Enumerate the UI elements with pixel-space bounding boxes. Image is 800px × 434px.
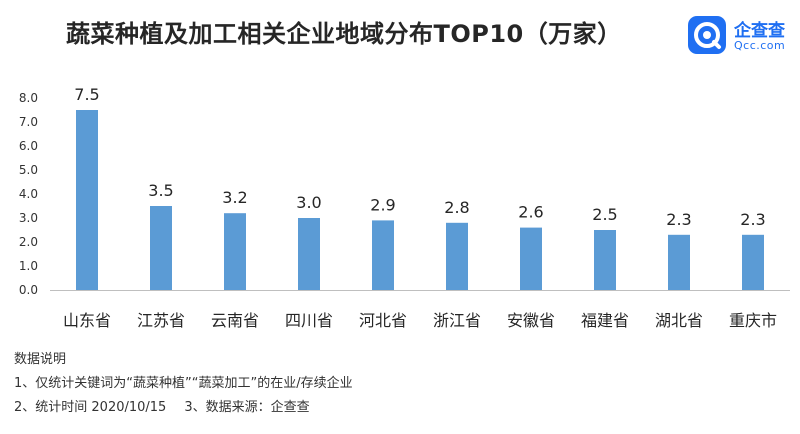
bar <box>668 234 690 290</box>
bar <box>520 227 542 290</box>
bar-series: 7.5 3.5 3.2 3.0 2.9 2.8 2.6 2.5 2.3 2.3 <box>74 85 766 290</box>
y-axis: 0.0 1.0 2.0 3.0 4.0 5.0 6.0 7.0 8.0 <box>19 91 38 297</box>
x-tick-label: 河北省 <box>359 311 407 330</box>
qichacha-logo: 企查查 Qcc.com <box>688 14 798 58</box>
bar-value-label: 2.3 <box>740 210 765 229</box>
bar-value-label: 3.5 <box>148 181 173 200</box>
bar-value-label: 2.3 <box>666 210 691 229</box>
y-tick-label: 1.0 <box>19 259 38 273</box>
x-tick-label: 浙江省 <box>433 311 481 330</box>
bar <box>742 234 764 290</box>
bar <box>76 110 98 290</box>
bar-value-label: 3.2 <box>222 188 247 207</box>
qichacha-logo-icon <box>688 16 726 54</box>
logo-name: 企查查 <box>734 21 785 41</box>
x-tick-label: 四川省 <box>285 311 333 330</box>
x-tick-label: 山东省 <box>63 311 111 330</box>
bar-value-label: 2.8 <box>444 198 469 217</box>
x-tick-label: 重庆市 <box>729 311 777 330</box>
bar-value-label: 3.0 <box>296 193 321 212</box>
bar-chart: 0.0 1.0 2.0 3.0 4.0 5.0 6.0 7.0 8.0 7.5 3.5 3.2 3.0… <box>19 85 790 330</box>
bar <box>224 213 246 290</box>
notes-heading: 数据说明 <box>14 352 67 367</box>
y-tick-label: 4.0 <box>19 187 38 201</box>
x-tick-label: 湖北省 <box>655 311 703 330</box>
bar-value-label: 2.6 <box>518 203 543 222</box>
bar-value-label: 7.5 <box>74 85 99 104</box>
y-tick-label: 7.0 <box>19 115 38 129</box>
bar <box>446 222 468 290</box>
x-axis: 山东省 江苏省 云南省 四川省 河北省 浙江省 安徽省 福建省 湖北省 重庆市 <box>50 290 790 330</box>
bar-value-label: 2.5 <box>592 205 617 224</box>
bar <box>594 230 616 290</box>
y-tick-label: 3.0 <box>19 211 38 225</box>
x-tick-label: 云南省 <box>211 311 259 330</box>
bar <box>298 218 320 290</box>
x-tick-label: 江苏省 <box>137 311 185 330</box>
bar <box>150 206 172 290</box>
chart-title: 蔬菜种植及加工相关企业地域分布TOP10（万家） <box>66 20 622 48</box>
notes-stat-time: 2、统计时间 2020/10/15 <box>14 400 167 415</box>
notes-line-1: 1、仅统计关键词为“蔬菜种植”“蔬菜加工”的在业/存续企业 <box>14 376 353 391</box>
y-tick-label: 8.0 <box>19 91 38 105</box>
x-tick-label: 安徽省 <box>507 311 555 330</box>
y-tick-label: 6.0 <box>19 139 38 153</box>
logo-domain: Qcc.com <box>734 39 786 52</box>
y-tick-label: 0.0 <box>19 283 38 297</box>
bar-value-label: 2.9 <box>370 195 395 214</box>
notes-line-2: 2、统计时间 2020/10/15 3、数据来源：企查查 <box>14 396 353 420</box>
y-tick-label: 2.0 <box>19 235 38 249</box>
bar <box>372 220 394 290</box>
y-tick-label: 5.0 <box>19 163 38 177</box>
notes-data-source: 3、数据来源：企查查 <box>184 400 310 415</box>
data-notes: 数据说明 1、仅统计关键词为“蔬菜种植”“蔬菜加工”的在业/存续企业 2、统计时… <box>14 348 353 420</box>
x-tick-label: 福建省 <box>581 311 629 330</box>
